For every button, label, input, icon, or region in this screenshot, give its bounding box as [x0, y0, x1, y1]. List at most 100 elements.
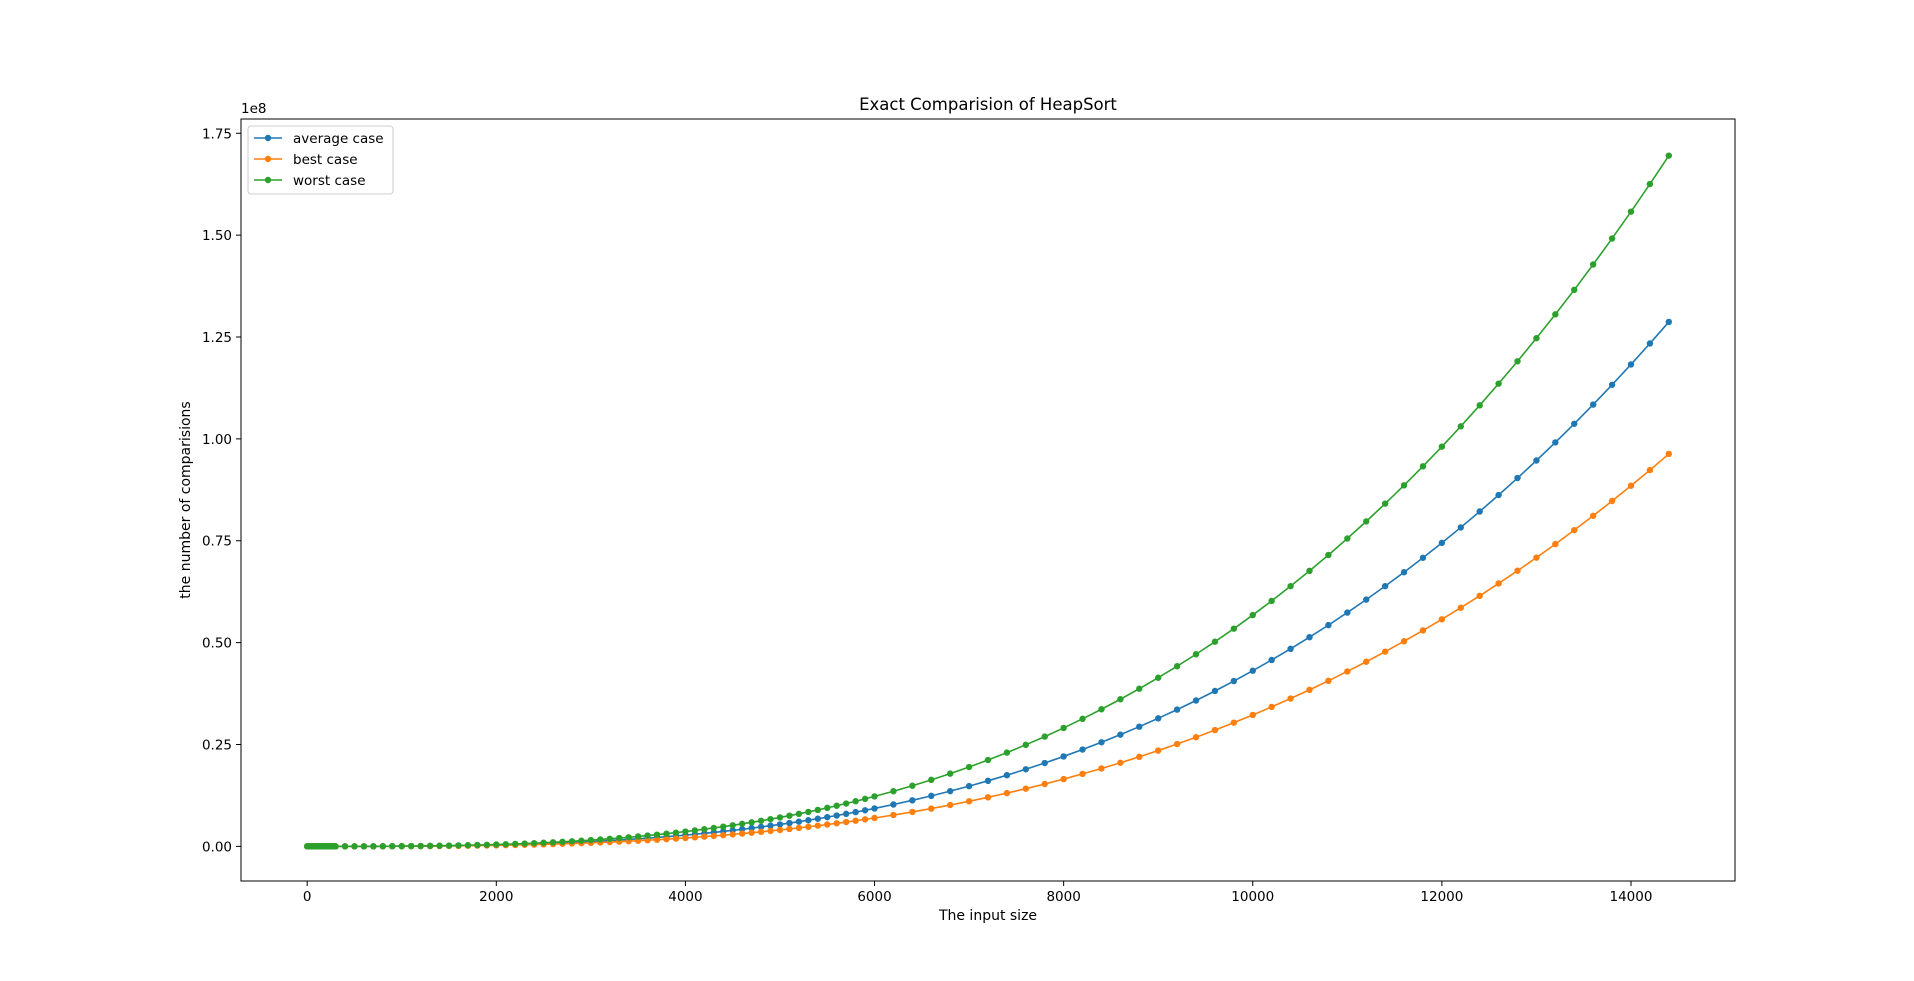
data-point [1457, 423, 1464, 430]
data-point [748, 824, 755, 832]
data-point [682, 828, 689, 835]
data-point [965, 763, 973, 771]
data-point [1211, 638, 1219, 645]
data-point [682, 834, 689, 842]
data-point [710, 832, 717, 840]
data-point [1268, 656, 1275, 664]
data-point [852, 798, 859, 805]
x-tick-label: 12000 [1420, 889, 1463, 905]
data-point [1608, 381, 1616, 388]
data-point [786, 825, 793, 833]
data-point [824, 804, 831, 812]
data-point [1041, 759, 1048, 767]
legend-label: worst case [293, 173, 366, 189]
y-offset-label: 1e8 [241, 101, 266, 117]
data-point [634, 833, 642, 840]
data-point [814, 815, 821, 822]
data-point [1476, 592, 1483, 599]
data-point [795, 824, 803, 832]
data-point [928, 792, 935, 800]
data-point [1230, 625, 1238, 632]
data-point [1230, 677, 1238, 685]
data-point [502, 841, 509, 848]
data-point [1325, 551, 1332, 559]
data-point [1514, 358, 1521, 365]
data-point [653, 836, 661, 843]
data-point [445, 842, 453, 849]
data-point [1495, 491, 1502, 499]
data-point [805, 817, 812, 824]
data-point [824, 821, 831, 828]
data-point [1268, 597, 1275, 605]
data-point [436, 842, 443, 849]
data-point [644, 837, 651, 844]
data-point [1476, 402, 1483, 409]
data-point [1173, 706, 1181, 713]
data-point [672, 835, 680, 842]
data-point [1646, 340, 1654, 347]
data-point [1098, 765, 1105, 772]
data-point [1552, 439, 1559, 446]
data-point [720, 823, 727, 830]
data-point [1419, 627, 1427, 634]
data-point [1306, 686, 1313, 694]
data-point [1381, 500, 1389, 507]
data-point [738, 820, 746, 828]
data-point [1079, 746, 1086, 753]
legend-marker [264, 176, 272, 184]
data-point [776, 821, 784, 828]
data-point [861, 795, 869, 803]
data-point [946, 787, 954, 795]
data-point [965, 782, 973, 790]
data-point [691, 827, 699, 834]
plot-frame [240, 118, 1736, 882]
data-point [351, 843, 358, 850]
y-tick-label: 1.75 [202, 126, 232, 142]
data-point [1665, 450, 1673, 458]
data-point [474, 841, 481, 849]
data-point [625, 834, 632, 841]
data-point [1155, 674, 1162, 681]
data-point [928, 805, 935, 812]
x-tick-label: 14000 [1610, 889, 1653, 905]
data-point [1363, 596, 1370, 603]
data-point [1589, 401, 1597, 408]
data-point [1117, 759, 1124, 766]
data-point [814, 806, 821, 814]
data-point [1344, 609, 1351, 616]
data-point [1192, 734, 1200, 741]
data-point [1571, 286, 1578, 294]
data-point [1457, 524, 1464, 531]
data-point [1665, 318, 1673, 326]
data-point [1098, 739, 1105, 746]
data-point [1589, 261, 1597, 268]
data-point [1060, 724, 1067, 732]
data-point [748, 829, 755, 836]
data-point [1306, 567, 1313, 575]
data-point [795, 810, 803, 818]
x-tick-label: 8000 [1046, 889, 1080, 905]
data-point [890, 788, 897, 795]
data-point [568, 838, 576, 845]
data-point [1533, 554, 1540, 561]
data-point [1344, 535, 1351, 542]
data-point [890, 801, 897, 808]
legend-marker [264, 155, 272, 163]
data-point [833, 802, 840, 809]
data-point [861, 816, 869, 823]
data-point [1419, 463, 1427, 470]
data-point [805, 808, 812, 816]
data-point [946, 770, 954, 777]
legend-marker [264, 134, 272, 142]
y-axis: 0.00 0.25 0.50 0.75 1.00 1.25 1.50 1.75 [202, 126, 241, 855]
data-point [1003, 789, 1011, 797]
y-tick-label: 1.50 [202, 228, 232, 244]
y-tick-label: 0.75 [202, 534, 232, 550]
data-point [1287, 645, 1294, 652]
data-point [1665, 152, 1673, 159]
x-tick-label: 4000 [668, 889, 702, 905]
data-point [1381, 648, 1389, 655]
data-point [606, 835, 613, 842]
data-point [512, 840, 519, 848]
